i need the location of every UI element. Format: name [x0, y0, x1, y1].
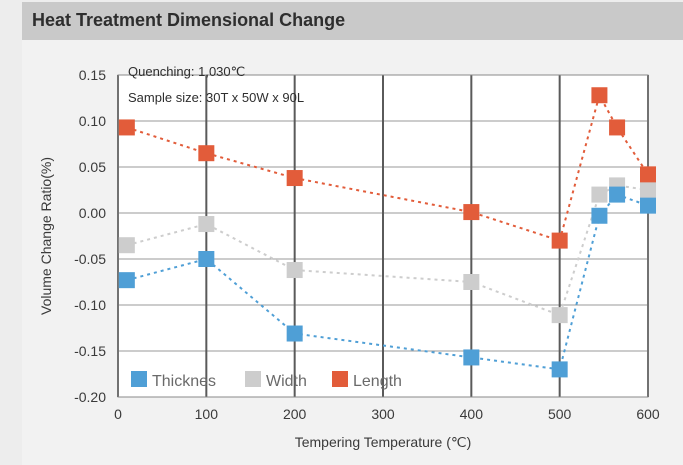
y-tick-label: 0.10 — [79, 113, 106, 129]
legend-label: Width — [266, 373, 307, 390]
data-point-width — [551, 307, 568, 324]
legend-swatch — [131, 371, 147, 387]
annotation-note: Sample size: 30T x 50W x 90L — [128, 90, 304, 105]
data-point-length — [463, 204, 480, 221]
legend-label: Length — [353, 373, 402, 390]
y-tick-label: 0.00 — [79, 205, 106, 221]
data-point-width — [591, 186, 608, 203]
plot-frame — [117, 74, 649, 398]
data-point-length — [198, 145, 215, 162]
y-tick-label: -0.20 — [74, 389, 106, 405]
title-bar: Heat Treatment Dimensional Change — [22, 2, 683, 40]
chart-title: Heat Treatment Dimensional Change — [32, 10, 346, 30]
y-tick-label: -0.05 — [74, 251, 106, 267]
data-point-width — [118, 237, 135, 254]
data-point-thicknes — [609, 186, 626, 203]
data-point-thicknes — [463, 349, 480, 366]
data-point-thicknes — [551, 361, 568, 378]
x-tick-label: 200 — [283, 406, 307, 422]
x-axis-label: Tempering Temperature (℃) — [295, 434, 472, 450]
data-point-thicknes — [118, 272, 135, 289]
data-point-width — [198, 216, 215, 233]
annotation-note: Quenching: 1,030℃ — [128, 64, 245, 79]
y-tick-label: -0.10 — [74, 297, 106, 313]
data-point-thicknes — [640, 197, 656, 214]
y-axis-label: Volume Change Ratio(%) — [38, 157, 54, 315]
data-point-length — [640, 166, 656, 183]
data-point-length — [551, 232, 568, 249]
data-point-width — [463, 274, 480, 290]
data-point-thicknes — [286, 325, 303, 342]
x-tick-label: 100 — [195, 406, 219, 422]
x-tick-label: 600 — [636, 406, 660, 422]
data-point-length — [591, 87, 608, 104]
data-point-length — [609, 119, 626, 136]
data-point-width — [640, 182, 656, 198]
data-point-thicknes — [591, 207, 608, 224]
x-tick-label: 400 — [460, 406, 484, 422]
series-line-length — [126, 92, 649, 242]
x-tick-label: 0 — [114, 406, 122, 422]
y-tick-label: -0.15 — [74, 343, 106, 359]
data-point-length — [118, 119, 135, 136]
data-point-length — [286, 170, 303, 187]
legend-swatch — [332, 371, 348, 387]
y-tick-label: 0.15 — [79, 67, 106, 83]
legend-swatch — [245, 371, 261, 387]
x-tick-label: 500 — [548, 406, 572, 422]
legend-label: Thicknes — [152, 373, 216, 390]
y-tick-label: 0.05 — [79, 159, 106, 175]
x-tick-label: 300 — [371, 406, 395, 422]
data-point-thicknes — [198, 251, 215, 267]
data-point-width — [286, 262, 303, 279]
